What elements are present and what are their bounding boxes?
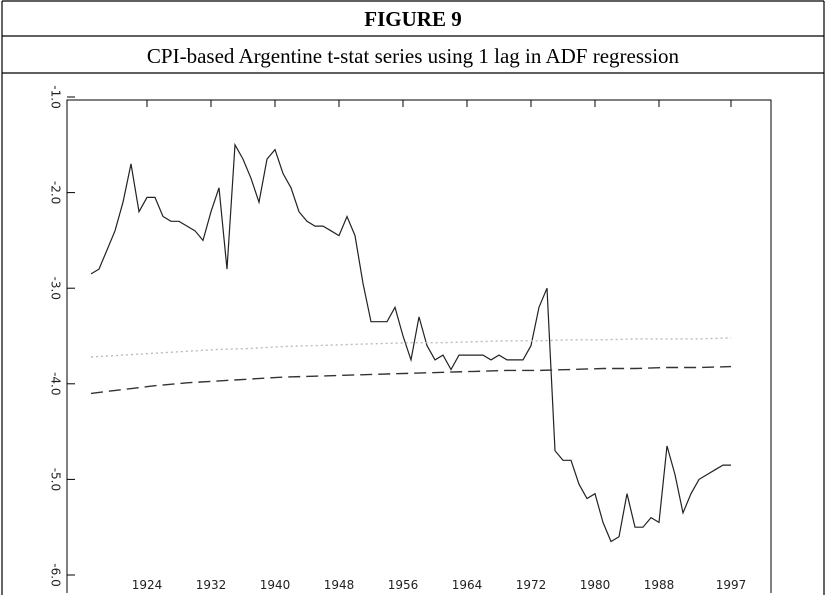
y-tick-label: -2.0 xyxy=(49,181,63,204)
figure-subtitle: CPI-based Argentine t-stat series using … xyxy=(147,44,680,68)
series-line xyxy=(90,142,731,543)
figure-title: FIGURE 9 xyxy=(364,7,461,31)
x-tick-label: 1988 xyxy=(644,578,675,592)
x-tick-label: 1924 xyxy=(132,578,163,592)
series-line xyxy=(90,337,732,358)
x-tick-label: 1932 xyxy=(196,578,227,592)
y-tick-label: -4.0 xyxy=(49,372,63,395)
y-tick-label: -5.0 xyxy=(49,468,63,491)
y-tick-label: -1.0 xyxy=(49,85,63,108)
series-line xyxy=(90,365,732,395)
y-tick-label: -6.0 xyxy=(49,563,63,586)
x-tick-label: 1948 xyxy=(324,578,355,592)
y-tick-label: -3.0 xyxy=(49,276,63,299)
x-tick-label: 1997 xyxy=(716,578,747,592)
x-tick-label: 1940 xyxy=(260,578,291,592)
x-tick-label: 1956 xyxy=(388,578,419,592)
plot: -1.0 -2.0 -3.0 -4.0 -5.0 -6.0 1924 1932 1940 1948… xyxy=(49,85,772,593)
x-tick-label: 1980 xyxy=(580,578,611,592)
plot-frame xyxy=(66,99,772,593)
x-tick-label: 1964 xyxy=(452,578,483,592)
x-tick-label: 1972 xyxy=(516,578,547,592)
